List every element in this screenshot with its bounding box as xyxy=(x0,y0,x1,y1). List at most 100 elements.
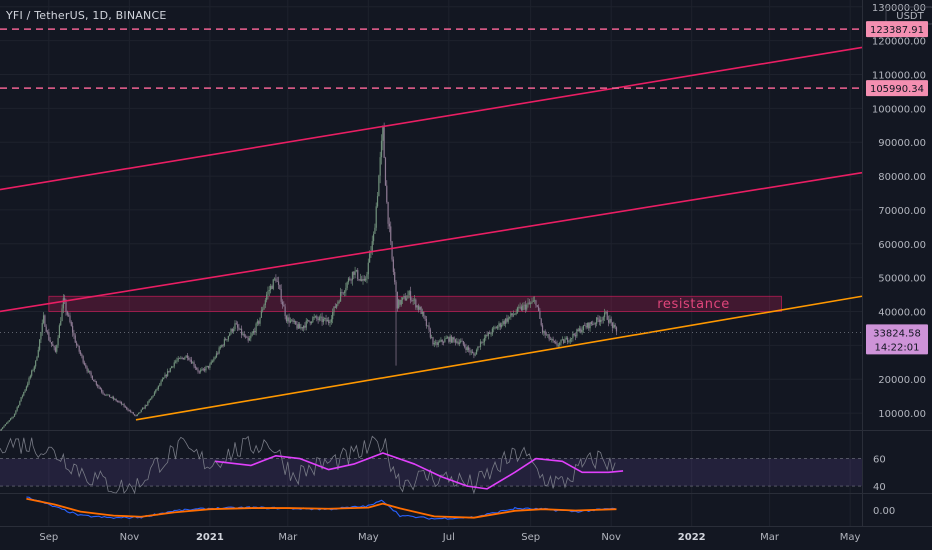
candle-body xyxy=(255,323,257,333)
candle-body xyxy=(155,389,157,393)
candle-body xyxy=(225,339,227,341)
candle-body xyxy=(318,317,321,321)
candle-body xyxy=(135,415,137,416)
candle-body xyxy=(435,342,437,344)
time-axis[interactable]: Sep Nov 2021 Mar May Jul Sep Nov 2022 Mar May xyxy=(39,532,860,543)
candle-body xyxy=(445,338,447,340)
candle-body xyxy=(292,319,294,323)
candle-body xyxy=(382,126,384,141)
candle-body xyxy=(188,358,190,360)
candle-body xyxy=(479,341,482,347)
candle-body xyxy=(297,324,299,329)
candle-body xyxy=(469,349,471,353)
candle-body xyxy=(487,332,490,336)
candle-body xyxy=(180,357,182,359)
candle-body xyxy=(205,366,207,371)
candle-body xyxy=(420,307,422,314)
candle-body xyxy=(453,337,455,340)
candle-body xyxy=(106,394,108,396)
candle-body xyxy=(551,339,553,340)
trendline-channel-mid[interactable] xyxy=(0,171,863,313)
candle-body xyxy=(506,318,508,322)
candle-body xyxy=(20,397,22,402)
candle-body xyxy=(565,337,567,340)
candle-body xyxy=(29,375,31,378)
candle-body xyxy=(218,347,220,354)
time-tick-label: Sep xyxy=(39,532,58,543)
candle-body xyxy=(615,327,618,332)
candle-body xyxy=(421,311,424,314)
candle-body xyxy=(164,374,166,378)
candle-body xyxy=(354,270,356,275)
candle-body xyxy=(24,389,26,393)
candle-body xyxy=(431,337,433,338)
candle-body xyxy=(128,410,130,412)
candle-body xyxy=(355,270,358,271)
candle-body xyxy=(11,417,13,419)
trendline-channel-top[interactable] xyxy=(0,46,863,191)
candle-body xyxy=(130,410,132,413)
candle-body xyxy=(347,278,350,283)
candle-body xyxy=(337,301,339,305)
candle-body xyxy=(390,226,392,242)
candle-body xyxy=(428,325,430,330)
candle-body xyxy=(342,292,344,294)
candle-body xyxy=(95,381,97,385)
candle-body xyxy=(149,398,152,401)
candle-body xyxy=(449,336,451,342)
candle-body xyxy=(215,353,218,358)
candle-body xyxy=(530,303,532,304)
candle-body xyxy=(62,298,64,309)
candle-body xyxy=(108,394,111,398)
candle-body xyxy=(98,386,100,388)
candle-body xyxy=(543,331,545,333)
price-tick-label: 60000.00 xyxy=(878,240,926,251)
candle-body xyxy=(508,316,511,318)
trendline-support[interactable] xyxy=(135,295,863,421)
candle-body xyxy=(613,324,615,328)
candle-body xyxy=(304,325,306,328)
candle-body xyxy=(25,386,28,390)
candle-body xyxy=(474,354,476,356)
candle-body xyxy=(408,291,410,296)
candle-body xyxy=(376,196,379,207)
candle-body xyxy=(394,271,396,282)
candle-body xyxy=(370,252,372,254)
candle-body xyxy=(588,322,590,329)
candle-body xyxy=(560,340,562,343)
level-price-tag xyxy=(866,21,928,38)
candle-body xyxy=(111,397,113,398)
price-axis[interactable]: 10000.0020000.0030000.0040000.0050000.00… xyxy=(866,3,932,517)
candle-body xyxy=(460,340,462,343)
candle-body xyxy=(424,315,426,320)
price-tick-label: 130000.00 xyxy=(872,3,926,14)
candle-body xyxy=(552,339,554,341)
candle-body xyxy=(336,304,338,308)
candle-body xyxy=(561,339,563,341)
candle-body xyxy=(498,323,500,327)
candle-body xyxy=(240,328,243,335)
candle-body xyxy=(483,338,486,343)
candle-body xyxy=(462,341,464,345)
candle-body xyxy=(0,430,1,431)
candle-body xyxy=(527,302,529,305)
rsi-panel xyxy=(0,435,862,495)
price-tick-label: 80000.00 xyxy=(878,172,926,183)
candle-body xyxy=(50,342,53,345)
candle-body xyxy=(263,305,265,310)
candle-body xyxy=(541,325,544,333)
candle-body xyxy=(609,318,611,323)
candle-body xyxy=(387,202,389,224)
candle-body xyxy=(118,401,120,403)
candle-body xyxy=(277,281,280,285)
candle-body xyxy=(499,323,501,327)
candle-body xyxy=(37,349,39,358)
candle-body xyxy=(287,317,289,322)
candle-body xyxy=(486,334,488,336)
candle-body xyxy=(404,296,406,301)
candle-body xyxy=(119,401,121,403)
candle-body xyxy=(301,327,303,329)
candle-body xyxy=(576,329,578,337)
candle-body xyxy=(124,406,127,408)
